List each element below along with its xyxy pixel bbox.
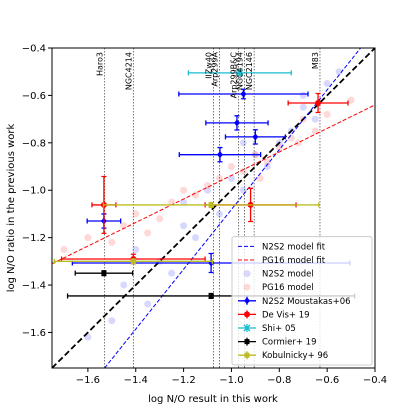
- model-point: [180, 222, 188, 230]
- legend-label: De Vis+ 19: [262, 310, 310, 320]
- model-point: [239, 186, 247, 194]
- model-point: [192, 191, 200, 199]
- data-point: [252, 133, 259, 141]
- model-point: [323, 110, 331, 118]
- data-point: [130, 258, 136, 264]
- data-point: [244, 297, 250, 305]
- y-tick-label: −1.6: [22, 328, 46, 339]
- model-point: [144, 300, 152, 308]
- y-tick-label: −1.2: [22, 233, 46, 244]
- x-tick-label: −1.6: [76, 375, 100, 386]
- galaxy-label: NGC4194: [236, 52, 245, 90]
- galaxy-label: M83: [311, 52, 320, 69]
- galaxy-label: IIZw40: [205, 52, 214, 79]
- galaxy-label: NGC2146: [245, 52, 254, 90]
- galaxy-label: NGC4214: [124, 52, 133, 90]
- fit-line: [104, 48, 362, 368]
- model-point: [323, 80, 331, 88]
- model-point: [347, 96, 355, 104]
- data-point: [240, 90, 247, 98]
- data-point: [236, 69, 244, 77]
- data-point: [208, 202, 214, 208]
- model-point: [168, 269, 176, 277]
- legend-swatch: [243, 283, 251, 291]
- y-axis-label: log N/O ratio in the previous work: [6, 124, 17, 293]
- model-point: [263, 163, 271, 171]
- data-point: [244, 311, 250, 318]
- fit-line: [52, 48, 375, 368]
- y-tick-label: −0.8: [22, 138, 46, 149]
- axes: −1.6 −1.4 −1.2 −1.0 −0.8 −0.6 −0.4 −1.6 −1.4 −1.2…: [22, 44, 387, 387]
- data-point: [244, 339, 250, 345]
- model-point: [108, 317, 116, 325]
- legend-label: Kobulnicky+ 96: [262, 351, 328, 361]
- data-point: [208, 293, 214, 299]
- model-point: [227, 174, 235, 182]
- legend-box: [231, 236, 373, 366]
- model-point: [180, 186, 188, 194]
- y-tick-label: −0.6: [22, 91, 46, 102]
- legend-label: PG16 model: [262, 283, 314, 293]
- model-point: [256, 174, 264, 182]
- model-point: [239, 139, 247, 147]
- model-point: [204, 181, 212, 189]
- model-point: [132, 245, 140, 253]
- data-point: [244, 352, 250, 358]
- x-tick-label: −1.4: [124, 375, 148, 386]
- model-point: [108, 238, 116, 246]
- x-tick-label: −0.8: [267, 375, 291, 386]
- legend-label: N2S2 model fit: [262, 242, 326, 252]
- model-point: [84, 234, 92, 242]
- model-point: [299, 103, 307, 111]
- model-point: [239, 167, 247, 175]
- galaxy-label: Haro3: [96, 52, 105, 76]
- legend-swatch: [243, 270, 251, 278]
- model-point: [263, 158, 271, 166]
- x-tick-label: −1.2: [171, 375, 195, 386]
- model-point: [299, 91, 307, 99]
- plot-area: [52, 48, 375, 368]
- legend-label: N2S2 model: [262, 270, 314, 280]
- model-point: [294, 139, 302, 147]
- legend: N2S2 model fit PG16 model fit N2S2 model PG…: [231, 236, 373, 366]
- x-tick-label: −1.0: [219, 375, 243, 386]
- model-point: [311, 115, 319, 123]
- y-tick-label: −1.4: [22, 281, 46, 292]
- legend-label: Shi+ 05: [262, 324, 296, 334]
- y-tick-label: −1.0: [22, 186, 46, 197]
- model-point: [156, 215, 164, 223]
- data-point: [101, 270, 107, 276]
- model-point: [132, 210, 140, 218]
- model-point: [144, 229, 152, 237]
- model-point: [192, 234, 200, 242]
- data-point: [315, 99, 322, 106]
- x-tick-label: −0.4: [363, 375, 387, 386]
- legend-label: Cormier+ 19: [262, 338, 317, 348]
- x-tick-label: −0.6: [315, 375, 339, 386]
- x-axis-label: log N/O result in this work: [148, 394, 278, 405]
- data-point: [233, 119, 240, 127]
- legend-label: PG16 model fit: [262, 256, 326, 266]
- legend-label: N2S2 Moustakas+06: [262, 297, 351, 307]
- model-point: [335, 68, 343, 76]
- model-point: [60, 245, 68, 253]
- galaxy-label: Arp299A: [210, 51, 219, 86]
- plot-frame: [51, 47, 376, 369]
- model-point: [311, 127, 319, 135]
- data-point: [216, 151, 223, 159]
- model-point: [227, 163, 235, 171]
- galaxy-label: Arp299B&C: [230, 52, 239, 99]
- y-tick-label: −0.4: [22, 44, 46, 55]
- data-point: [243, 324, 251, 332]
- model-point: [120, 281, 128, 289]
